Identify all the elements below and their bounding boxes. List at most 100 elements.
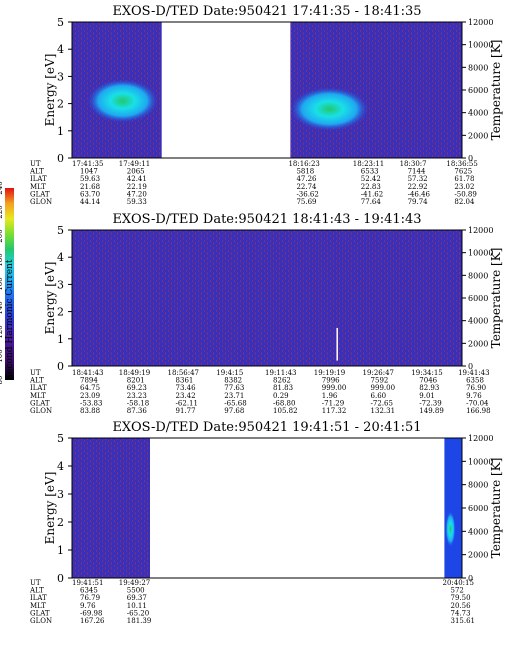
orbit-row-label: MLT xyxy=(30,392,46,400)
orbit-value: 7894 xyxy=(80,377,98,385)
orbit-value: 23.02 xyxy=(454,183,474,191)
orbit-value: -69.98 xyxy=(80,609,102,617)
panel-title: EXOS-D/TED Date:950421 18:41:43 - 19:41:… xyxy=(112,212,421,227)
orbit-value: -58.18 xyxy=(127,399,149,407)
orbit-value: 87.36 xyxy=(127,407,148,415)
y2-tick-label: 0 xyxy=(468,362,473,371)
y-axis-label: Energy [eV] xyxy=(43,54,57,127)
colorbar-scale xyxy=(5,188,14,380)
panels: EXOS-D/TED Date:950421 17:41:35 - 18:41:… xyxy=(29,4,503,625)
orbit-value: 149.89 xyxy=(419,407,444,415)
intensity-blob xyxy=(445,511,456,547)
orbit-value: 22.83 xyxy=(361,183,381,191)
y-tick-label: 0 xyxy=(57,572,64,585)
orbit-value: -72.65 xyxy=(371,399,393,407)
data-gap xyxy=(150,438,445,578)
orbit-value: 0.29 xyxy=(273,392,289,400)
orbit-value: 19:4:15 xyxy=(216,369,243,377)
orbit-value: 73.46 xyxy=(176,384,197,392)
orbit-value: 23.09 xyxy=(80,392,100,400)
y-axis-label: Energy [eV] xyxy=(43,472,57,545)
orbit-value: -50.89 xyxy=(454,190,476,198)
orbit-value: 19:34:15 xyxy=(411,369,442,377)
orbit-value: -62.11 xyxy=(176,399,198,407)
orbit-value: 167.26 xyxy=(80,617,105,625)
panel-1: EXOS-D/TED Date:950421 17:41:35 - 18:41:… xyxy=(29,4,503,206)
orbit-value: 22.92 xyxy=(408,183,428,191)
orbit-value: -71.29 xyxy=(322,399,344,407)
orbit-value: 18:23:11 xyxy=(353,160,384,168)
y-tick-label: 1 xyxy=(57,544,64,557)
y2-tick-label: 12000 xyxy=(468,18,493,27)
orbit-value: -65.20 xyxy=(127,609,149,617)
y2-tick-label: 8000 xyxy=(468,271,488,280)
orbit-value: 69.23 xyxy=(127,384,147,392)
orbit-value: -72.39 xyxy=(419,399,441,407)
orbit-value: 57.32 xyxy=(408,175,428,183)
orbit-value: 8382 xyxy=(224,377,242,385)
orbit-value: -46.46 xyxy=(408,190,431,198)
orbit-row-label: GLAT xyxy=(30,190,50,198)
y2-tick-label: 8000 xyxy=(468,481,488,490)
y2-tick-label: 10000 xyxy=(468,457,493,466)
orbit-value: 7625 xyxy=(454,168,472,176)
orbit-value: 18:36:55 xyxy=(446,160,477,168)
y2-tick-label: 0 xyxy=(468,574,473,583)
orbit-value: 83.88 xyxy=(80,407,100,415)
colorbar-tick-label: 160 xyxy=(0,277,4,290)
colorbar-tick-label: 220 xyxy=(0,205,4,218)
orbit-value: 22.19 xyxy=(127,183,147,191)
orbit-value: 8201 xyxy=(127,377,145,385)
orbit-value: 7046 xyxy=(419,377,437,385)
orbit-row-label: UT xyxy=(30,160,41,168)
colorbar-tick-label: 140 xyxy=(0,301,4,314)
orbit-value: 97.68 xyxy=(224,407,244,415)
y-tick-label: 0 xyxy=(57,360,64,373)
orbit-value: 10.11 xyxy=(127,602,147,610)
y-tick-label: 2 xyxy=(57,98,64,111)
orbit-value: 5500 xyxy=(127,587,145,595)
orbit-value: 74.73 xyxy=(451,609,471,617)
orbit-value: 19:26:47 xyxy=(363,369,394,377)
y-tick-label: 2 xyxy=(57,306,64,319)
y-tick-label: 4 xyxy=(57,460,64,473)
y-tick-label: 5 xyxy=(57,16,64,29)
orbit-value: 17:49:11 xyxy=(119,160,150,168)
orbit-value: 23.42 xyxy=(176,392,196,400)
orbit-value: 6345 xyxy=(80,587,98,595)
orbit-value: 47.20 xyxy=(127,190,147,198)
orbit-row-label: UT xyxy=(30,579,41,587)
y-tick-label: 1 xyxy=(57,333,64,346)
orbit-value: 6358 xyxy=(466,377,484,385)
orbit-value: -65.68 xyxy=(224,399,246,407)
data-strip xyxy=(444,438,462,578)
orbit-value: 9.76 xyxy=(80,602,96,610)
orbit-row-label: GLON xyxy=(30,198,52,206)
orbit-value: -70.04 xyxy=(466,399,489,407)
orbit-value: -68.80 xyxy=(273,399,295,407)
y2-tick-label: 12000 xyxy=(468,226,493,235)
orbit-value: 82.04 xyxy=(454,198,475,206)
orbit-value: 18:30:7 xyxy=(400,160,427,168)
y-tick-label: 3 xyxy=(57,278,64,291)
y2-tick-label: 12000 xyxy=(468,434,493,443)
y-tick-label: 5 xyxy=(57,224,64,237)
orbit-value: 18:49:19 xyxy=(119,369,150,377)
orbit-value: 75.69 xyxy=(296,198,316,206)
y-tick-label: 4 xyxy=(57,43,64,56)
orbit-value: 23.23 xyxy=(127,392,147,400)
orbit-value: 18:41:43 xyxy=(72,369,103,377)
orbit-value: 76.90 xyxy=(466,384,486,392)
y-axis-label: Energy [eV] xyxy=(43,262,57,335)
orbit-value: 19:41:43 xyxy=(458,369,489,377)
orbit-value: 315.61 xyxy=(451,617,476,625)
orbit-value: 6.60 xyxy=(371,392,387,400)
colorbar-ticks: 80 100 120 140 160 180 200 220 240 xyxy=(0,181,4,384)
heatmap-background xyxy=(72,230,462,366)
orbit-row-label: GLAT xyxy=(30,609,50,617)
colorbar-tick-label: 240 xyxy=(0,181,4,194)
orbit-value: 21.68 xyxy=(80,183,100,191)
y2-tick-label: 6000 xyxy=(468,504,488,513)
orbit-value: 572 xyxy=(451,587,464,595)
orbit-value: 23.71 xyxy=(224,392,244,400)
